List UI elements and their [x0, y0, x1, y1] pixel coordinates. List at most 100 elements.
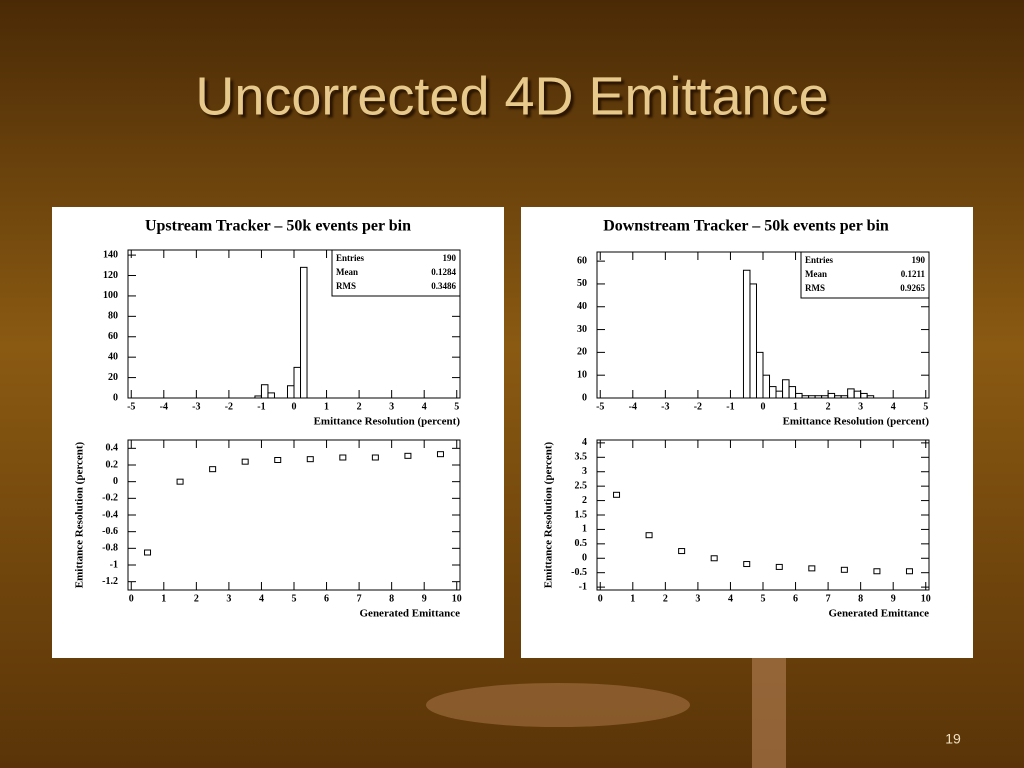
x-tick-label: 2	[663, 593, 668, 604]
x-tick-label: 7	[826, 593, 831, 604]
y-tick-label: 40	[577, 301, 587, 312]
stats-label: Entries	[805, 255, 833, 265]
x-tick-label: 10	[452, 593, 462, 604]
x-tick-label: 9	[891, 593, 896, 604]
y-tick-label: 60	[577, 255, 587, 266]
stats-value: 0.1211	[901, 269, 926, 279]
x-tick-label: -1	[726, 401, 734, 412]
x-tick-label: -3	[192, 401, 200, 412]
y-tick-label: 0.4	[106, 443, 119, 454]
y-tick-label: 4	[582, 437, 587, 448]
x-tick-label: 4	[259, 593, 264, 604]
x-tick-label: -4	[629, 401, 637, 412]
x-tick-label: 0	[598, 593, 603, 604]
point	[274, 457, 282, 463]
y-tick-label: -1.2	[102, 576, 118, 587]
x-tick-label: -5	[596, 401, 604, 412]
y-tick-label: -0.5	[571, 567, 587, 578]
x-tick-label: 5	[292, 593, 297, 604]
stats-box	[331, 249, 461, 297]
histogram-bar	[267, 392, 275, 399]
y-tick-label: 0	[582, 392, 587, 403]
stats-box	[800, 251, 930, 299]
y-tick-label: 3.5	[575, 452, 588, 463]
panel-title: Downstream Tracker – 50k events per bin	[603, 218, 889, 235]
stats-label: Mean	[336, 267, 358, 277]
x-tick-label: 0	[129, 593, 134, 604]
x-tick-label: 6	[324, 593, 329, 604]
x-tick-label: 9	[422, 593, 427, 604]
y-tick-label: -1	[110, 559, 118, 570]
x-axis-label: Emittance Resolution (percent)	[314, 416, 461, 428]
y-tick-label: -0.6	[102, 526, 118, 537]
stats-value: 0.1284	[431, 267, 456, 277]
x-tick-label: -1	[257, 401, 265, 412]
x-tick-label: 5	[761, 593, 766, 604]
y-tick-label: -0.8	[102, 543, 118, 554]
y-tick-label: -0.4	[102, 509, 118, 520]
stats-value: 0.9265	[900, 283, 925, 293]
y-tick-label: 10	[577, 369, 587, 380]
x-tick-label: 7	[357, 593, 362, 604]
point	[144, 549, 152, 556]
y-tick-label: 140	[103, 249, 118, 260]
y-tick-label: 80	[108, 311, 118, 322]
y-tick-label: 0.2	[106, 459, 119, 470]
x-tick-label: 1	[324, 401, 329, 412]
x-tick-label: 0	[292, 401, 297, 412]
histogram-bar	[788, 386, 797, 399]
histogram-bar	[260, 384, 269, 399]
point	[436, 451, 444, 458]
point	[678, 548, 686, 555]
x-tick-label: -5	[127, 401, 135, 412]
point	[645, 532, 653, 539]
point	[241, 458, 249, 465]
histogram-bar	[300, 266, 308, 399]
x-tick-label: 4	[422, 401, 427, 412]
x-axis-label: Generated Emittance	[360, 608, 461, 620]
histogram-bar	[749, 283, 757, 399]
point	[743, 561, 751, 568]
y-axis-label: Emittance Resolution (percent)	[74, 441, 86, 588]
x-tick-label: 4	[728, 593, 733, 604]
y-tick-label: -0.2	[102, 493, 118, 504]
x-tick-label: 8	[389, 593, 394, 604]
panel-title: Upstream Tracker – 50k events per bin	[145, 218, 411, 235]
y-axis-label: Emittance Resolution (percent)	[543, 441, 555, 588]
x-tick-label: 6	[793, 593, 798, 604]
point	[808, 565, 816, 572]
x-tick-label: 1	[793, 401, 798, 412]
x-tick-label: -2	[694, 401, 702, 412]
y-tick-label: 20	[577, 347, 587, 358]
stats-value: 0.3486	[431, 281, 456, 291]
plots: Upstream Tracker – 50k events per bin -5 -…	[74, 218, 931, 620]
y-tick-label: -1	[579, 581, 587, 592]
x-tick-label: 2	[826, 401, 831, 412]
y-tick-label: 2	[582, 495, 587, 506]
y-tick-label: 0	[582, 553, 587, 564]
y-tick-label: 20	[108, 372, 118, 383]
stats-label: Mean	[805, 269, 827, 279]
point	[840, 566, 848, 573]
x-tick-label: 5	[923, 401, 928, 412]
x-tick-label: -3	[661, 401, 669, 412]
stats-label: Entries	[336, 253, 364, 263]
slide-title: Uncorrected 4D Emittance	[195, 66, 828, 126]
point	[873, 568, 881, 575]
point	[613, 491, 621, 498]
decoration	[426, 683, 690, 727]
y-tick-label: 120	[103, 270, 118, 281]
stats-value: 190	[443, 253, 457, 263]
y-tick-label: 0.5	[575, 538, 588, 549]
x-tick-label: 3	[389, 401, 394, 412]
x-tick-label: 3	[226, 593, 231, 604]
y-tick-label: 50	[577, 278, 587, 289]
point	[176, 478, 184, 485]
y-tick-label: 3	[582, 466, 587, 477]
point	[371, 454, 379, 461]
y-tick-label: 1	[582, 524, 587, 535]
point	[306, 456, 314, 463]
point	[710, 555, 718, 562]
x-tick-label: 4	[891, 401, 896, 412]
